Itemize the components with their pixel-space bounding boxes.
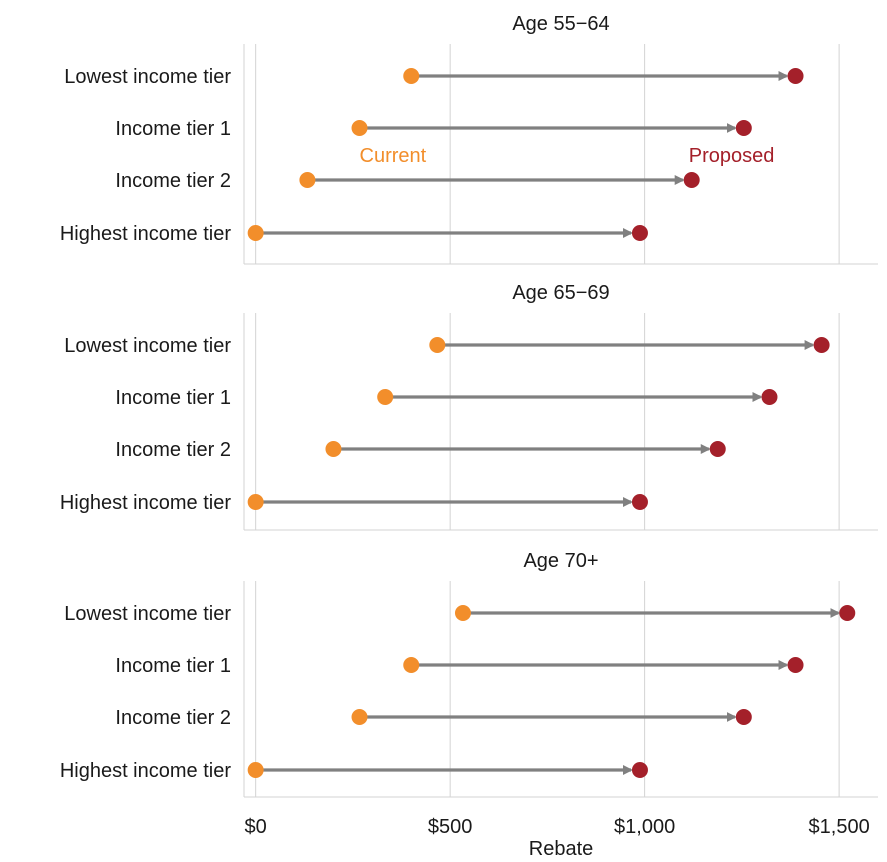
- proposed-point: [631, 762, 648, 778]
- row-label: Income tier 2: [115, 439, 231, 461]
- row-4: Highest income tier: [60, 223, 648, 245]
- row-1: Lowest income tier: [64, 335, 830, 357]
- proposed-point: [787, 657, 804, 673]
- row-label: Highest income tier: [60, 223, 232, 245]
- proposed-point: [683, 172, 700, 188]
- x-tick-label: $0: [245, 816, 267, 838]
- row-label: Highest income tier: [60, 492, 232, 514]
- panel-title: Age 55−64: [512, 13, 609, 35]
- x-axis-title: Rebate: [529, 838, 594, 860]
- x-tick-label: $500: [428, 816, 473, 838]
- current-point: [403, 657, 420, 673]
- row-4: Highest income tier: [60, 760, 648, 782]
- current-point: [247, 762, 264, 778]
- row-1: Lowest income tier: [64, 603, 856, 625]
- proposed-point: [631, 225, 648, 241]
- row-label: Income tier 1: [115, 387, 231, 409]
- x-tick-label: $1,000: [614, 816, 675, 838]
- current-point: [247, 225, 264, 241]
- panel-2: Age 65−69 Lowest income tier Income tier 1…: [60, 282, 878, 531]
- row-label: Income tier 2: [115, 170, 231, 192]
- plot-area: Age 55−64 Lowest income tier Income tier 1…: [60, 13, 878, 860]
- current-point: [351, 120, 368, 136]
- current-point: [377, 389, 394, 405]
- panel-title: Age 65−69: [512, 282, 609, 304]
- row-4: Highest income tier: [60, 492, 648, 514]
- row-2: Income tier 1: [115, 387, 778, 409]
- current-annotation: Current: [360, 145, 427, 167]
- row-label: Lowest income tier: [64, 603, 231, 625]
- proposed-point: [761, 389, 778, 405]
- row-3: Income tier 2: [115, 439, 726, 461]
- proposed-point: [631, 494, 648, 510]
- row-label: Income tier 1: [115, 655, 231, 677]
- current-point: [351, 709, 368, 725]
- current-point: [299, 172, 316, 188]
- row-2: Income tier 1: [115, 118, 752, 140]
- row-label: Income tier 1: [115, 118, 231, 140]
- current-point: [403, 68, 420, 84]
- row-label: Lowest income tier: [64, 66, 231, 88]
- current-point: [429, 337, 446, 353]
- row-label: Income tier 2: [115, 707, 231, 729]
- panel-title: Age 70+: [523, 550, 598, 572]
- proposed-point: [735, 120, 752, 136]
- panel-3: Age 70+ Lowest income tier Income tier 1 In…: [60, 550, 878, 798]
- row-2: Income tier 1: [115, 655, 804, 677]
- row-label: Lowest income tier: [64, 335, 231, 357]
- proposed-point: [813, 337, 830, 353]
- proposed-point: [839, 605, 856, 621]
- row-3: Income tier 2: [115, 170, 700, 192]
- current-point: [454, 605, 471, 621]
- current-point: [247, 494, 264, 510]
- panel-1: Age 55−64 Lowest income tier Income tier 1…: [60, 13, 878, 265]
- x-tick-label: $1,500: [809, 816, 870, 838]
- row-3: Income tier 2: [115, 707, 752, 729]
- current-point: [325, 441, 342, 457]
- row-label: Highest income tier: [60, 760, 232, 782]
- row-1: Lowest income tier: [64, 66, 804, 88]
- proposed-point: [787, 68, 804, 84]
- proposed-point: [709, 441, 726, 457]
- proposed-point: [735, 709, 752, 725]
- proposed-annotation: Proposed: [689, 145, 775, 167]
